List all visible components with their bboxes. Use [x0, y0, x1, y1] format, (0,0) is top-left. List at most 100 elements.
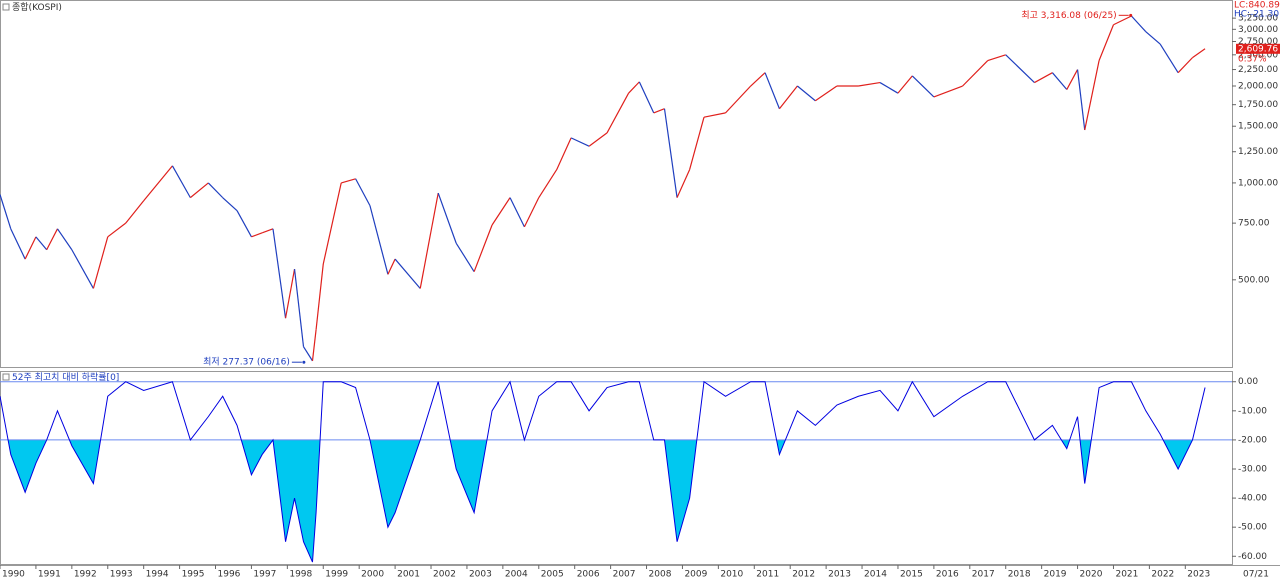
- price-segment: [1113, 15, 1132, 26]
- x-tick-label: 2017: [972, 570, 995, 580]
- price-segment: [570, 137, 590, 147]
- price-segment: [523, 197, 540, 228]
- price-segment: [933, 85, 963, 98]
- annotation-label: 최고 3,316.08 (06/25): [1021, 10, 1116, 21]
- x-tick-label: 2011: [756, 570, 779, 580]
- x-tick-label: 1990: [2, 570, 25, 580]
- price-segment: [35, 236, 48, 251]
- price-segment: [1034, 72, 1053, 84]
- price-segment: [1130, 15, 1147, 33]
- hc-label: HC:-21.30: [1234, 10, 1279, 20]
- y-tick-label: 1,250.00: [1238, 147, 1278, 157]
- x-tick-label: 1995: [182, 570, 205, 580]
- price-segment: [663, 108, 678, 198]
- price-segment: [1076, 69, 1086, 131]
- y-tick-label: 2,000.00: [1238, 82, 1278, 92]
- price-segment: [588, 132, 608, 147]
- y-tick-label: -20.00: [1238, 435, 1267, 445]
- price-segment: [778, 85, 798, 110]
- x-tick-label: 2020: [1080, 570, 1103, 580]
- price-segment: [962, 60, 989, 87]
- price-segment: [394, 258, 421, 289]
- price-segment: [911, 75, 935, 98]
- y-tick-label: -30.00: [1238, 465, 1267, 475]
- price-segment: [355, 178, 371, 206]
- lc-label: LC:840.89: [1234, 1, 1280, 11]
- x-tick-label: 2000: [361, 570, 384, 580]
- price-segment: [189, 182, 209, 199]
- price-segment: [387, 258, 396, 275]
- y-tick-label: 1,750.00: [1238, 100, 1278, 110]
- x-tick-label: 2005: [541, 570, 564, 580]
- price-segment: [509, 197, 525, 228]
- x-tick-label: 2006: [577, 570, 600, 580]
- x-tick-label: 2001: [397, 570, 420, 580]
- price-panel-frame: [0, 0, 1233, 368]
- price-segment: [815, 85, 838, 102]
- x-tick-label: 2019: [1044, 570, 1067, 580]
- price-segment: [71, 249, 94, 289]
- y-tick-label: 0.00: [1238, 377, 1258, 387]
- price-segment: [1084, 60, 1100, 131]
- y-tick-label: 2,750.00: [1238, 37, 1278, 47]
- price-segment: [1177, 57, 1193, 74]
- price-segment: [419, 192, 439, 289]
- x-tick-label: 1993: [110, 570, 133, 580]
- price-segment: [10, 228, 26, 260]
- y-tick-label: -40.00: [1238, 494, 1267, 504]
- y-tick-label: 750.00: [1238, 219, 1270, 229]
- price-segment: [628, 81, 640, 94]
- x-tick-label: 2021: [1115, 570, 1138, 580]
- y-tick-label: 2,500.00: [1238, 50, 1278, 60]
- last-price-box: [1236, 43, 1280, 54]
- price-segment: [284, 268, 296, 319]
- price-segment: [689, 117, 705, 170]
- x-tick-label: 1991: [38, 570, 61, 580]
- price-segment: [341, 178, 356, 184]
- x-tick-label: 2022: [1151, 570, 1174, 580]
- price-segment: [750, 72, 766, 87]
- price-segment: [272, 228, 287, 319]
- price-segment: [638, 81, 655, 114]
- annotation-point: [302, 360, 306, 364]
- annotation-point: [1129, 13, 1133, 17]
- price-segment: [236, 210, 252, 238]
- price-segment: [676, 169, 691, 198]
- panel-icon: [2, 3, 10, 11]
- price-segment: [107, 222, 127, 238]
- price-segment: [606, 92, 630, 134]
- price-segment: [56, 228, 73, 251]
- price-segment: [24, 236, 37, 260]
- x-tick-label: 2002: [433, 570, 456, 580]
- price-segment: [303, 346, 313, 362]
- y-tick-label: -60.00: [1238, 552, 1267, 562]
- x-tick-label: 2014: [864, 570, 887, 580]
- price-segment: [293, 268, 305, 347]
- price-segment: [251, 232, 263, 238]
- price-segment: [437, 192, 457, 244]
- price-segment: [1159, 43, 1179, 73]
- drawdown-title: 52주 최고치 대비 하락률[0]: [12, 371, 119, 383]
- y-tick-label: 3,250.00: [1238, 14, 1278, 24]
- y-tick-label: 2,250.00: [1238, 65, 1278, 75]
- price-title: 종합(KOSPI): [12, 2, 62, 13]
- price-segment: [1098, 24, 1115, 61]
- price-segment: [92, 236, 109, 289]
- price-segment: [315, 263, 324, 330]
- x-tick-label: 2009: [684, 570, 707, 580]
- x-tick-label: 1996: [218, 570, 241, 580]
- y-tick-label: 3,000.00: [1238, 25, 1278, 35]
- x-tick-label: 1992: [74, 570, 97, 580]
- x-tick-label: 2018: [1008, 570, 1031, 580]
- x-tick-label: 1998: [289, 570, 312, 580]
- drawdown-line: [0, 380, 1206, 563]
- y-tick-label: 1,000.00: [1238, 178, 1278, 188]
- x-tick-label: 2013: [828, 570, 851, 580]
- price-segment: [491, 197, 511, 226]
- price-segment: [322, 182, 342, 265]
- x-tick-label: 1997: [253, 570, 276, 580]
- price-segment: [1051, 72, 1068, 90]
- price-segment: [369, 205, 389, 275]
